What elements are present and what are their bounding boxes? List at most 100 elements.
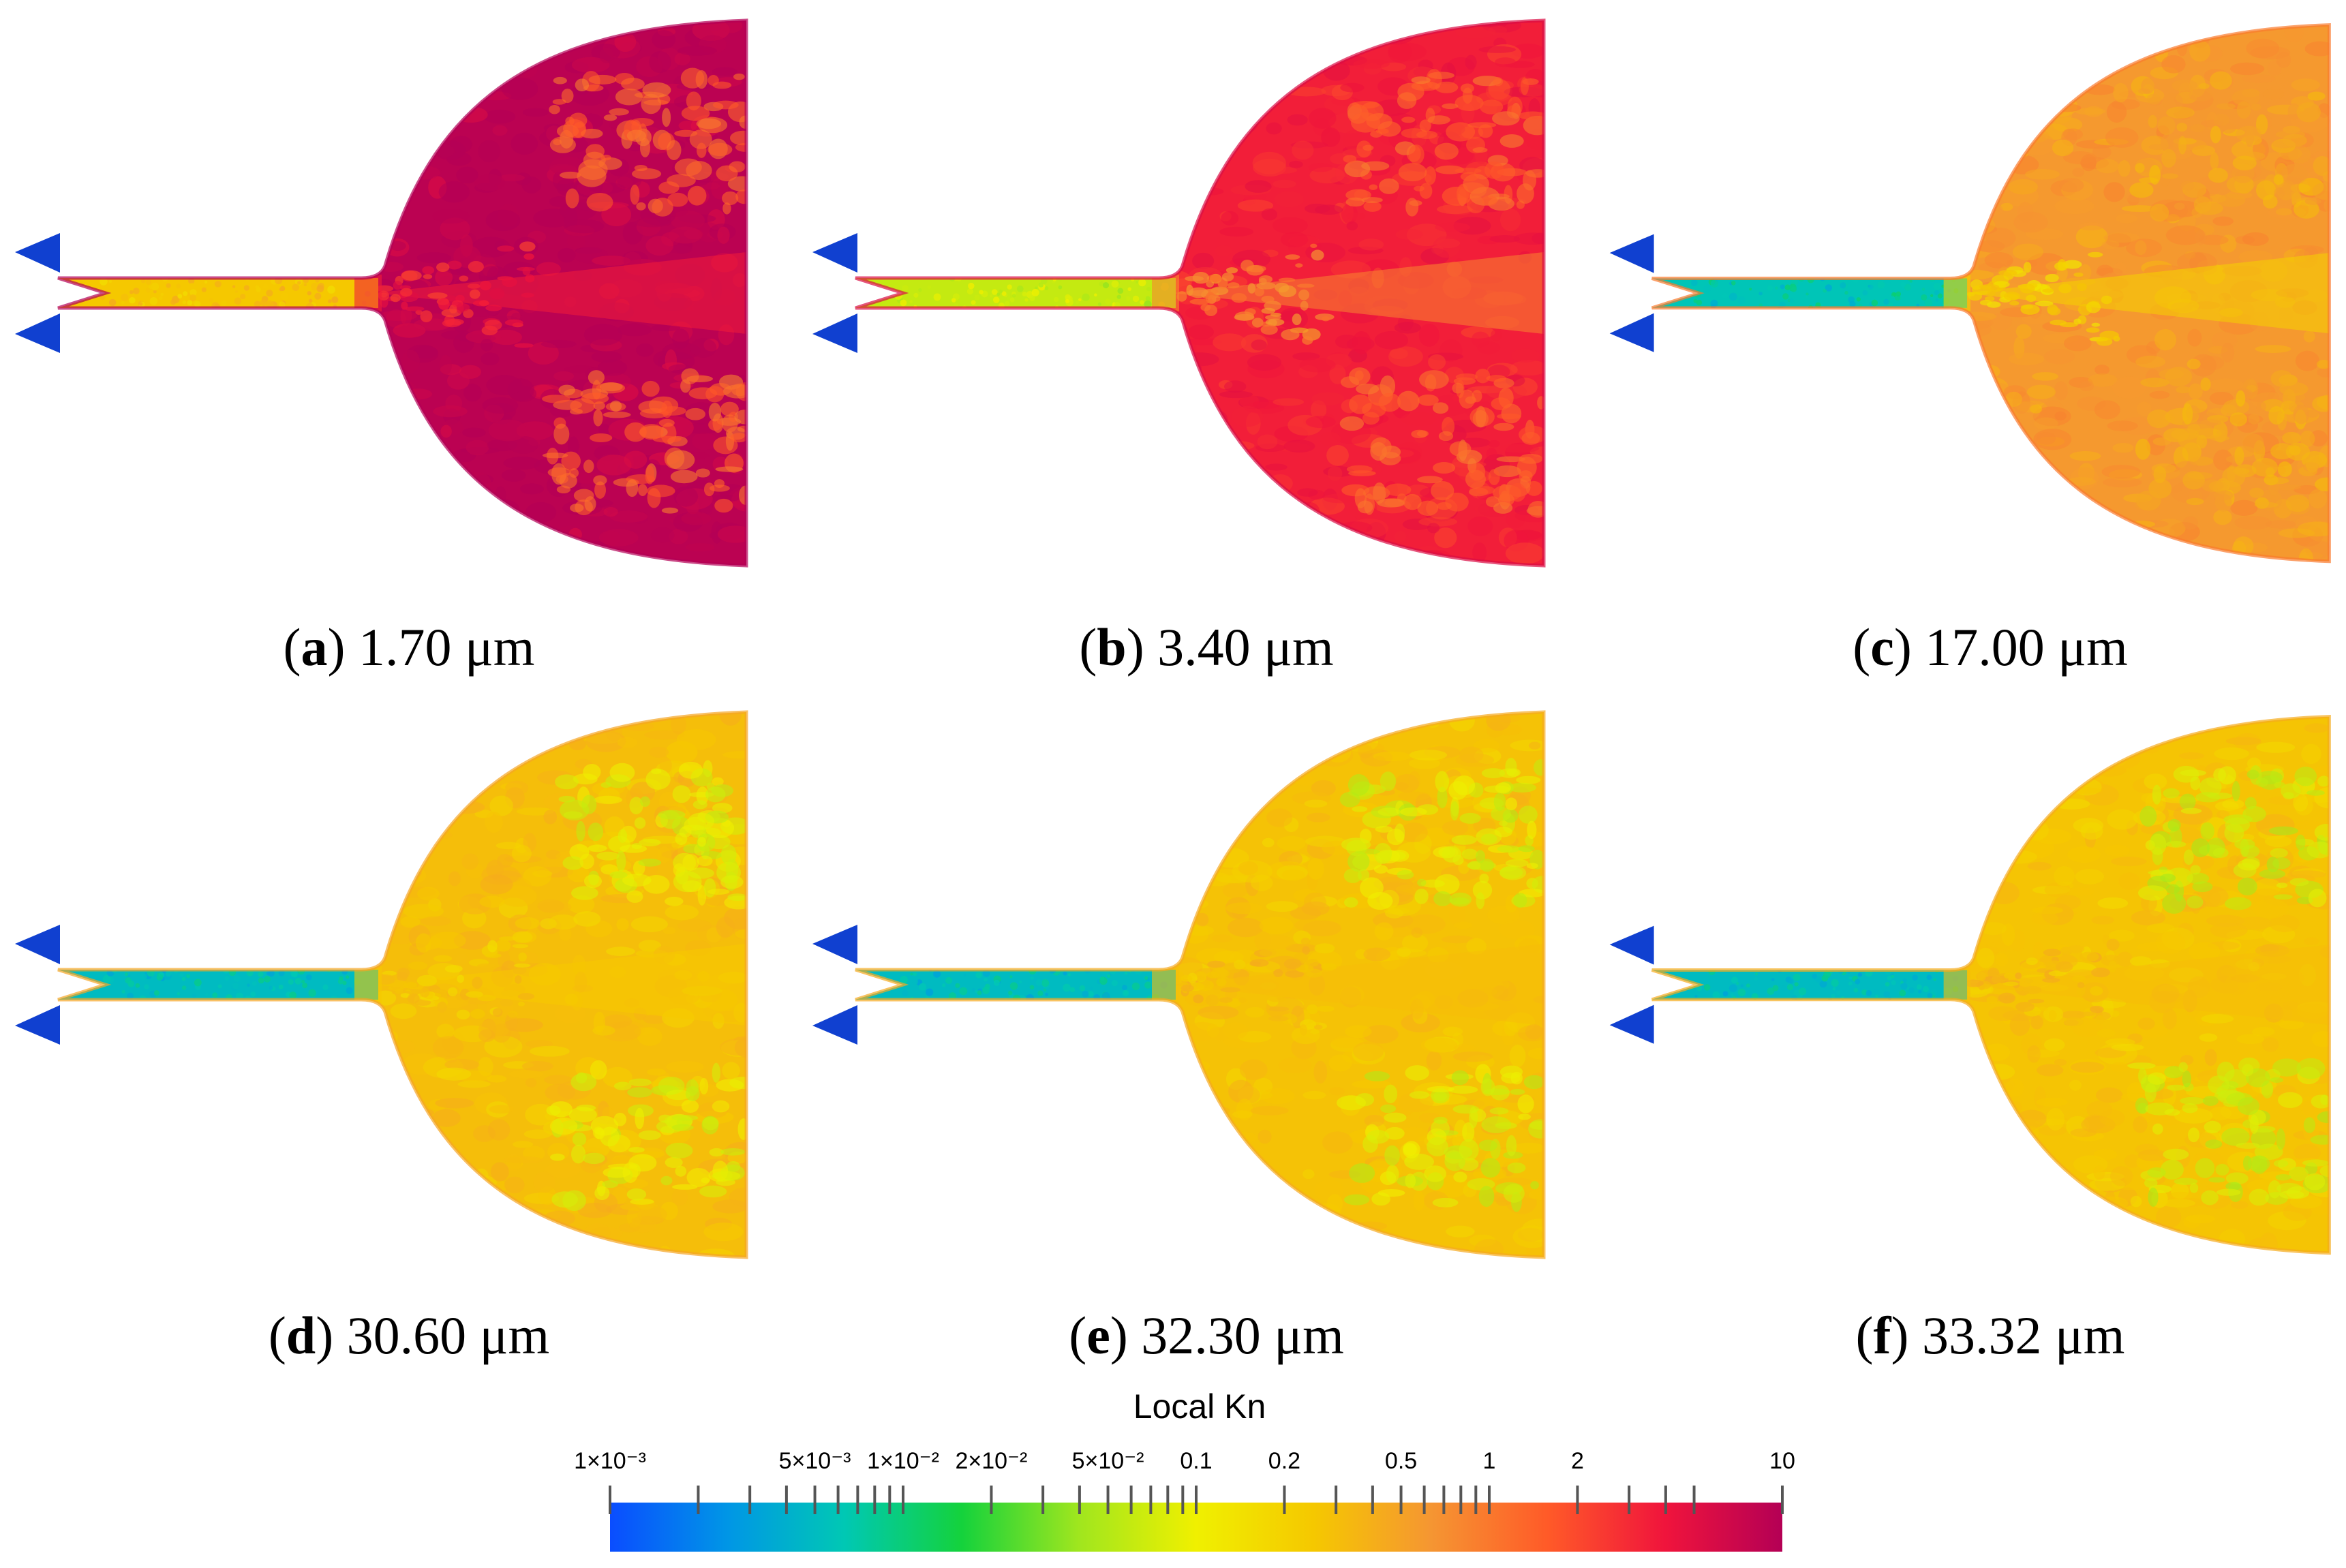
kn-jet-speckle xyxy=(390,294,401,303)
kn-channel-speckle xyxy=(266,300,275,309)
kn-band-patch xyxy=(722,202,731,215)
kn-channel-speckle xyxy=(1731,977,1738,984)
kn-channel-speckle xyxy=(151,282,159,291)
kn-speckle xyxy=(1985,89,2021,111)
kn-band-patch xyxy=(2144,1178,2158,1188)
kn-speckle xyxy=(1215,791,1230,803)
kn-speckle xyxy=(2162,1199,2195,1208)
kn-channel-speckle xyxy=(1008,990,1013,996)
kn-jet-speckle xyxy=(514,975,522,984)
kn-band-patch xyxy=(2160,1159,2184,1180)
kn-channel-speckle xyxy=(1016,285,1024,292)
kn-band-patch xyxy=(2306,410,2319,418)
kn-jet-speckle xyxy=(1316,1005,1335,1012)
kn-jet-speckle xyxy=(1260,982,1277,990)
kn-channel-speckle xyxy=(194,979,202,987)
kn-speckle xyxy=(463,472,491,495)
kn-speckle xyxy=(2309,489,2328,509)
kn-speckle xyxy=(2043,27,2083,50)
kn-speckle xyxy=(722,751,746,759)
kn-band-patch xyxy=(1384,1112,1407,1123)
kn-band-patch xyxy=(2270,1077,2284,1083)
kn-channel-speckle xyxy=(212,992,218,998)
kn-band-patch xyxy=(1349,367,1371,386)
kn-channel-speckle xyxy=(266,290,273,297)
kn-channel-speckle xyxy=(1075,300,1080,305)
kn-band-patch xyxy=(1476,892,1485,910)
kn-channel-speckle xyxy=(992,296,1000,303)
kn-band-patch xyxy=(579,853,594,870)
kn-jet-speckle xyxy=(2058,283,2072,294)
inlet-triangle-bottom xyxy=(812,1005,857,1045)
kn-channel-speckle xyxy=(262,283,269,289)
kn-speckle xyxy=(2213,509,2232,525)
kn-jet-speckle xyxy=(1180,984,1194,992)
kn-speckle xyxy=(1378,22,1400,35)
kn-speckle xyxy=(1166,722,1206,736)
kn-band-patch xyxy=(686,91,701,110)
kn-speckle xyxy=(404,1133,435,1141)
kn-band-patch xyxy=(586,192,613,212)
kn-band-patch xyxy=(1417,476,1443,484)
kn-speckle xyxy=(2207,889,2221,906)
kn-band-patch xyxy=(686,1167,711,1187)
kn-speckle xyxy=(1196,31,1235,55)
kn-band-patch xyxy=(680,379,691,393)
kn-band-patch xyxy=(2162,893,2187,914)
kn-jet-speckle xyxy=(1986,996,1998,1004)
kn-speckle xyxy=(1962,893,1980,912)
kn-band-patch xyxy=(2251,1128,2276,1149)
kn-jet-speckle xyxy=(397,967,410,979)
kn-speckle xyxy=(396,127,433,138)
kn-band-patch xyxy=(2246,769,2259,780)
kn-band-patch xyxy=(714,479,725,488)
kn-band-patch xyxy=(1506,1135,1517,1156)
kn-speckle xyxy=(379,1096,399,1106)
kn-speckle xyxy=(1984,251,2013,268)
kn-speckle xyxy=(445,69,478,78)
kn-channel-speckle xyxy=(1918,989,1922,994)
kn-speckle xyxy=(2036,432,2056,445)
kn-speckle xyxy=(441,330,474,340)
kn-band-patch xyxy=(546,1105,561,1116)
kn-jet-speckle xyxy=(1300,938,1311,946)
kn-speckle xyxy=(525,1078,537,1088)
kn-speckle xyxy=(1241,538,1267,562)
kn-jet-speckle xyxy=(1300,301,1309,311)
kn-speckle xyxy=(1196,835,1210,855)
kn-speckle xyxy=(503,1156,544,1164)
kn-band-patch xyxy=(599,382,623,392)
kn-speckle xyxy=(2070,1128,2097,1137)
kn-speckle xyxy=(2251,898,2289,919)
kn-speckle xyxy=(564,219,605,234)
kn-speckle xyxy=(530,716,562,738)
kn-channel-speckle xyxy=(192,993,196,998)
kn-speckle xyxy=(1999,1204,2037,1215)
kn-speckle xyxy=(2063,335,2092,352)
kn-band-patch xyxy=(2176,461,2198,472)
kn-speckle xyxy=(523,1129,552,1139)
kn-band-patch xyxy=(2139,805,2157,827)
kn-speckle xyxy=(393,1113,410,1121)
kn-channel-speckle xyxy=(910,972,913,976)
kn-speckle xyxy=(1237,199,1274,212)
kn-band-patch xyxy=(556,485,571,494)
caption-b: (b) 3.40 μm xyxy=(1079,617,1334,677)
kn-speckle xyxy=(1981,453,2008,470)
kn-speckle xyxy=(2054,411,2067,420)
kn-band-patch xyxy=(2180,1096,2205,1105)
kn-channel-speckle xyxy=(305,974,312,981)
kn-band-patch xyxy=(1433,1116,1448,1124)
kn-band-patch xyxy=(2296,1058,2326,1079)
kn-speckle xyxy=(2111,857,2147,867)
kn-speckle xyxy=(2106,101,2127,123)
kn-speckle xyxy=(2246,38,2279,59)
kn-speckle xyxy=(1467,516,1493,536)
kn-channel-speckle xyxy=(1934,290,1940,296)
kn-speckle xyxy=(1226,1176,1253,1195)
kn-channel-speckle xyxy=(1891,974,1895,979)
kn-band-patch xyxy=(712,777,724,786)
kn-jet-speckle xyxy=(477,963,496,968)
kn-channel-speckle xyxy=(1895,291,1902,297)
kn-band-patch xyxy=(2199,778,2222,797)
